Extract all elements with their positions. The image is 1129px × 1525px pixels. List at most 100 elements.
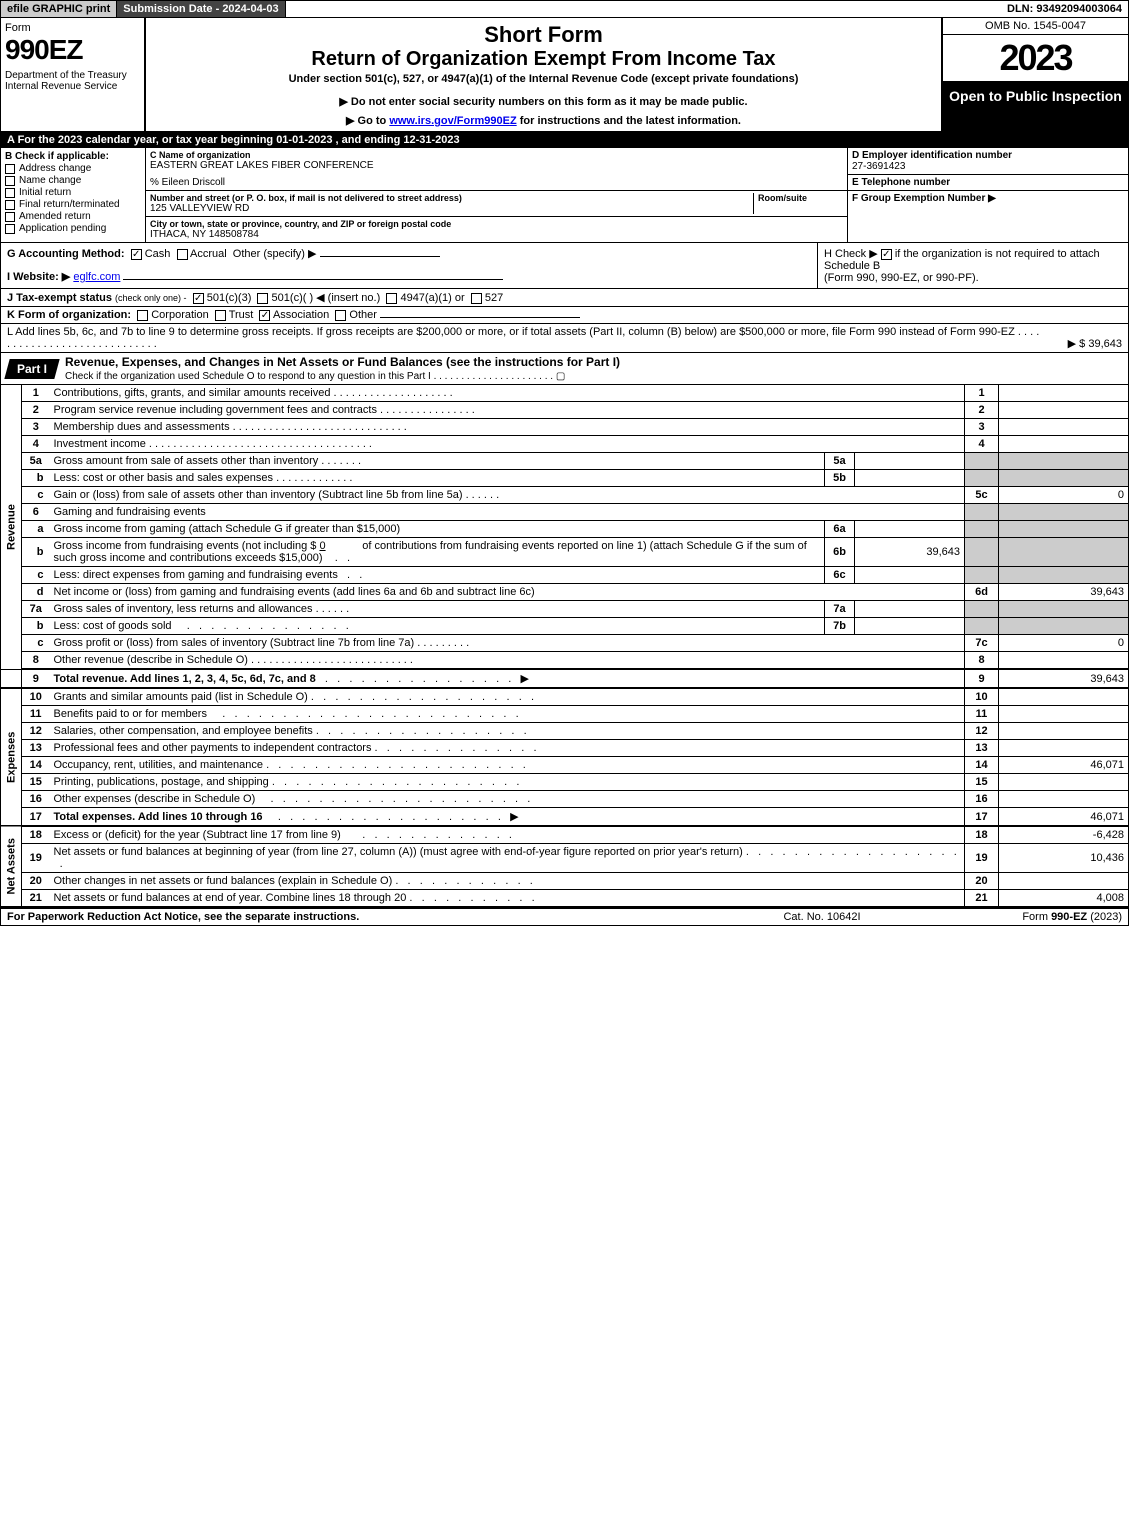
part1-header: Part I Revenue, Expenses, and Changes in…	[0, 353, 1129, 385]
line-7b: bLess: cost of goods sold . . . . . . . …	[1, 618, 1129, 635]
chk-application-pending[interactable]: Application pending	[5, 223, 141, 234]
form-header: Form 990EZ Department of the Treasury In…	[0, 18, 1129, 132]
line-13: 13Professional fees and other payments t…	[1, 740, 1129, 757]
expenses-side-label: Expenses	[1, 688, 22, 826]
form-id-block: Form 990EZ Department of the Treasury In…	[1, 18, 146, 131]
top-spacer	[286, 1, 1001, 17]
chk-527[interactable]	[471, 293, 482, 304]
line-7c: cGross profit or (loss) from sales of in…	[1, 635, 1129, 652]
ein: 27-3691423	[852, 161, 1124, 172]
line-5c: cGain or (loss) from sale of assets othe…	[1, 487, 1129, 504]
chk-association[interactable]	[259, 310, 270, 321]
submission-date: Submission Date - 2024-04-03	[117, 1, 285, 17]
chk-final-return[interactable]: Final return/terminated	[5, 199, 141, 210]
part1-title: Revenue, Expenses, and Changes in Net As…	[57, 353, 1128, 371]
other-method-input[interactable]	[320, 256, 440, 257]
line-2: 2Program service revenue including gover…	[1, 402, 1129, 419]
f-label: F Group Exemption Number ▶	[852, 193, 1124, 204]
line-6d: dNet income or (loss) from gaming and fu…	[1, 584, 1129, 601]
title-block: Short Form Return of Organization Exempt…	[146, 18, 943, 131]
d-label: D Employer identification number	[852, 150, 1124, 161]
cat-no: Cat. No. 10642I	[722, 911, 922, 923]
line-10: Expenses 10Grants and similar amounts pa…	[1, 688, 1129, 706]
chk-schedule-b[interactable]	[881, 249, 892, 260]
care-of: % Eileen Driscoll	[150, 177, 843, 188]
form-label: Form	[5, 22, 140, 34]
form-ref: Form 990-EZ (2023)	[922, 911, 1122, 923]
omb-number: OMB No. 1545-0047	[943, 18, 1128, 35]
netassets-side-label: Net Assets	[1, 826, 22, 907]
section-bcdef: B Check if applicable: Address change Na…	[0, 148, 1129, 243]
return-title: Return of Organization Exempt From Incom…	[152, 48, 935, 71]
line-12: 12Salaries, other compensation, and empl…	[1, 723, 1129, 740]
row-l: L Add lines 5b, 6c, and 7b to line 9 to …	[0, 324, 1129, 353]
gross-receipts: ▶ $ 39,643	[1042, 337, 1122, 350]
irs-link[interactable]: www.irs.gov/Form990EZ	[389, 115, 516, 127]
chk-amended-return[interactable]: Amended return	[5, 211, 141, 222]
org-name: EASTERN GREAT LAKES FIBER CONFERENCE	[150, 160, 843, 171]
website-link[interactable]: eglfc.com	[73, 271, 120, 283]
line-6a: aGross income from gaming (attach Schedu…	[1, 521, 1129, 538]
efile-print-button[interactable]: efile GRAPHIC print	[1, 1, 117, 17]
line-16: 16Other expenses (describe in Schedule O…	[1, 791, 1129, 808]
city: ITHACA, NY 148508784	[150, 229, 843, 240]
line-17: 17Total expenses. Add lines 10 through 1…	[1, 808, 1129, 827]
paperwork-notice: For Paperwork Reduction Act Notice, see …	[7, 911, 722, 923]
e-label: E Telephone number	[852, 177, 1124, 188]
chk-initial-return[interactable]: Initial return	[5, 187, 141, 198]
chk-address-change[interactable]: Address change	[5, 163, 141, 174]
line-7a: 7aGross sales of inventory, less returns…	[1, 601, 1129, 618]
top-bar: efile GRAPHIC print Submission Date - 20…	[0, 0, 1129, 18]
line-6: 6Gaming and fundraising events	[1, 504, 1129, 521]
b-header: B Check if applicable:	[5, 151, 141, 162]
line-5a: 5aGross amount from sale of assets other…	[1, 453, 1129, 470]
line-1: Revenue 1Contributions, gifts, grants, a…	[1, 385, 1129, 402]
short-form-title: Short Form	[152, 22, 935, 48]
street-label: Number and street (or P. O. box, if mail…	[150, 193, 753, 203]
tax-year: 2023	[943, 35, 1128, 82]
goto-link: ▶ Go to www.irs.gov/Form990EZ for instru…	[152, 114, 935, 127]
col-def: D Employer identification number 27-3691…	[848, 148, 1128, 242]
chk-501c3[interactable]	[193, 293, 204, 304]
checkbox-icon	[5, 224, 15, 234]
page-footer: For Paperwork Reduction Act Notice, see …	[0, 907, 1129, 926]
line-19: 19Net assets or fund balances at beginni…	[1, 844, 1129, 873]
chk-4947[interactable]	[386, 293, 397, 304]
g-label: G Accounting Method:	[7, 248, 125, 260]
line-4: 4Investment income . . . . . . . . . . .…	[1, 436, 1129, 453]
ssn-warning: ▶ Do not enter social security numbers o…	[152, 95, 935, 108]
room-label: Room/suite	[758, 193, 843, 203]
line-5b: bLess: cost or other basis and sales exp…	[1, 470, 1129, 487]
chk-name-change[interactable]: Name change	[5, 175, 141, 186]
right-block: OMB No. 1545-0047 2023 Open to Public In…	[943, 18, 1128, 131]
line-18: Net Assets 18Excess or (deficit) for the…	[1, 826, 1129, 844]
checkbox-icon	[5, 176, 15, 186]
form-number: 990EZ	[5, 34, 140, 66]
i-label: I Website: ▶	[7, 271, 70, 283]
open-to-public: Open to Public Inspection	[943, 82, 1128, 131]
row-a-taxyear: A For the 2023 calendar year, or tax yea…	[0, 132, 1129, 148]
under-section: Under section 501(c), 527, or 4947(a)(1)…	[152, 73, 935, 85]
dln: DLN: 93492094003064	[1001, 1, 1128, 17]
revenue-side-label: Revenue	[1, 385, 22, 669]
g-row: G Accounting Method: Cash Accrual Other …	[1, 243, 818, 288]
chk-501c[interactable]	[257, 293, 268, 304]
checkbox-icon	[5, 200, 15, 210]
col-c: C Name of organization EASTERN GREAT LAK…	[146, 148, 848, 242]
chk-trust[interactable]	[215, 310, 226, 321]
chk-corporation[interactable]	[137, 310, 148, 321]
part1-sub: Check if the organization used Schedule …	[57, 371, 1128, 384]
department: Department of the Treasury Internal Reve…	[5, 70, 140, 92]
section-gh: G Accounting Method: Cash Accrual Other …	[0, 243, 1129, 289]
c-name-label: C Name of organization	[150, 150, 843, 160]
checkbox-icon	[5, 188, 15, 198]
part1-table: Revenue 1Contributions, gifts, grants, a…	[0, 385, 1129, 907]
chk-other-org[interactable]	[335, 310, 346, 321]
city-label: City or town, state or province, country…	[150, 219, 843, 229]
checkbox-icon	[5, 212, 15, 222]
chk-accrual[interactable]	[177, 249, 188, 260]
h-row: H Check ▶ if the organization is not req…	[818, 243, 1128, 288]
row-j: J Tax-exempt status (check only one) - 5…	[0, 289, 1129, 307]
line-11: 11Benefits paid to or for members . . . …	[1, 706, 1129, 723]
chk-cash[interactable]	[131, 249, 142, 260]
